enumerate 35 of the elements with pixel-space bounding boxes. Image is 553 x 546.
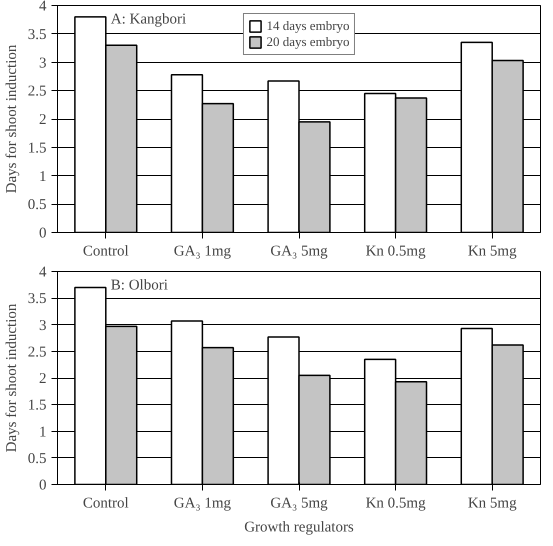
y-tick-label: 3.5 [28, 291, 46, 308]
x-tick-label: Kn 5mg [468, 496, 518, 512]
x-tick-label: Kn 5mg [468, 244, 518, 260]
x-tick-label: Control [82, 496, 129, 512]
y-axis-title: Days for shoot induction [4, 303, 20, 452]
legend-label: 14 days embryo [266, 18, 350, 34]
y-tick-label: 0 [39, 226, 46, 242]
y-tick-label: 4 [39, 0, 47, 14]
y-tick-label: 3 [39, 55, 46, 72]
y-tick-label: 4 [39, 264, 47, 280]
y-tick-label: 1.5 [28, 398, 46, 414]
y-tick-label: 2.5 [28, 344, 46, 360]
y-tick-label: 2 [39, 371, 46, 387]
x-tick-label: Kn 0.5mg [366, 244, 426, 260]
y-tick-label: 0.5 [28, 450, 46, 467]
y-tick-label: 3 [39, 318, 46, 334]
y-tick-label: 0.5 [28, 197, 46, 214]
x-tick-label: Control [82, 244, 129, 260]
y-tick-label: 1.5 [28, 140, 46, 156]
chart-title: A: Kangbori [110, 12, 186, 28]
x-axis-title: Growth regulators [244, 520, 354, 536]
legend-label: 20 days embryo [266, 34, 350, 50]
y-tick-label: 1 [39, 424, 46, 440]
x-tick-label: GA₃ 1mg [174, 496, 232, 512]
y-tick-label: 0 [39, 478, 46, 494]
y-tick-label: 1 [39, 168, 46, 185]
y-tick-label: 2.5 [28, 84, 46, 100]
x-tick-label: Kn 0.5mg [366, 496, 426, 512]
x-tick-label: GA₃ 5mg [270, 244, 328, 260]
x-tick-label: GA₃ 5mg [270, 496, 328, 512]
y-tick-label: 2 [39, 112, 46, 128]
y-tick-label: 3.5 [28, 26, 46, 43]
chart-title: B: Olbori [110, 278, 168, 294]
x-tick-label: GA₃ 1mg [174, 244, 232, 260]
y-axis-title: Days for shoot induction [4, 44, 20, 194]
